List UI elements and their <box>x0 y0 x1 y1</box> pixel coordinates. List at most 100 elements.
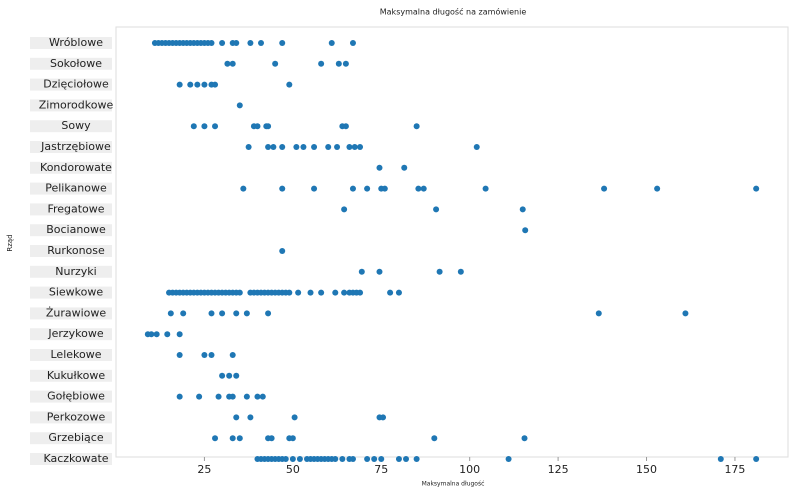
point <box>358 268 365 275</box>
point <box>187 81 194 88</box>
point <box>311 144 318 150</box>
point <box>341 289 348 296</box>
x-tick-label: 175 <box>724 463 745 476</box>
point <box>229 60 236 67</box>
point <box>682 310 689 317</box>
point <box>300 144 307 150</box>
point <box>208 40 215 46</box>
point <box>243 310 250 317</box>
point <box>286 81 293 88</box>
point <box>436 268 443 275</box>
point <box>245 144 252 150</box>
point <box>176 393 183 400</box>
point <box>342 123 349 130</box>
point <box>339 456 346 462</box>
category-label-bg <box>30 453 112 465</box>
point <box>387 289 394 296</box>
point <box>349 40 356 46</box>
point <box>233 40 240 46</box>
point <box>328 40 335 46</box>
point <box>376 164 383 171</box>
y-tick-label: Rurkonose <box>47 244 105 257</box>
point <box>190 123 197 130</box>
point <box>341 206 348 213</box>
point <box>282 456 289 462</box>
category-label-bg <box>30 265 112 278</box>
category-label-bg <box>30 57 112 70</box>
point <box>413 456 420 462</box>
y-tick-label: Sowy <box>61 119 91 132</box>
point <box>357 144 364 150</box>
point <box>380 414 387 421</box>
x-tick-label: 75 <box>374 463 388 476</box>
point <box>286 289 293 296</box>
point <box>153 331 160 338</box>
point <box>180 310 187 317</box>
category-label-bg <box>30 328 112 341</box>
point <box>229 352 236 358</box>
point <box>420 185 427 192</box>
point <box>364 456 371 462</box>
point <box>233 310 240 317</box>
point <box>505 456 512 462</box>
point <box>247 414 254 421</box>
point <box>208 310 215 317</box>
point <box>219 310 226 317</box>
category-label-bg <box>30 307 112 320</box>
point <box>349 185 356 192</box>
y-tick-label: Lelekowe <box>51 348 102 361</box>
point <box>219 40 226 46</box>
point <box>357 289 364 296</box>
point <box>601 185 608 192</box>
x-tick-label: 25 <box>197 463 211 476</box>
x-axis-label: Maksymalna długość <box>422 481 485 488</box>
y-tick-label: Jerzykowe <box>47 327 104 340</box>
point <box>291 414 298 421</box>
point <box>296 456 303 462</box>
point <box>403 456 410 462</box>
category-label-bg <box>30 99 112 112</box>
point <box>473 144 480 150</box>
point <box>265 144 272 150</box>
y-tick-label: Siewkowe <box>49 286 104 299</box>
point <box>457 268 464 275</box>
point <box>229 393 236 400</box>
point <box>311 185 318 192</box>
x-tick-label: 100 <box>459 463 480 476</box>
point <box>342 60 349 67</box>
point <box>415 185 422 192</box>
point <box>346 144 353 150</box>
point <box>243 393 250 400</box>
point <box>334 144 341 150</box>
point <box>349 456 356 462</box>
y-tick-label: Kondorowate <box>40 161 112 174</box>
y-tick-label: Gołębiowe <box>47 390 105 403</box>
point <box>201 123 208 130</box>
point <box>521 435 528 442</box>
point <box>279 40 286 46</box>
point <box>236 102 243 109</box>
x-tick-label: 125 <box>548 463 569 476</box>
point <box>194 81 201 88</box>
point <box>265 310 272 317</box>
point <box>289 435 296 442</box>
point <box>395 456 402 462</box>
point <box>332 289 339 296</box>
point <box>654 185 661 192</box>
point <box>201 352 208 358</box>
point <box>270 144 277 150</box>
point <box>259 393 266 400</box>
point <box>482 185 489 192</box>
point <box>401 164 408 171</box>
point <box>519 206 526 213</box>
point <box>307 289 314 296</box>
category-label-bg <box>30 349 112 361</box>
y-tick-label: Żurawiowe <box>46 306 107 319</box>
y-tick-label: Jastrzębiowe <box>40 140 111 153</box>
point <box>215 393 222 400</box>
point <box>433 206 440 213</box>
point <box>226 372 233 379</box>
category-label-bg <box>30 37 112 49</box>
point <box>395 289 402 296</box>
